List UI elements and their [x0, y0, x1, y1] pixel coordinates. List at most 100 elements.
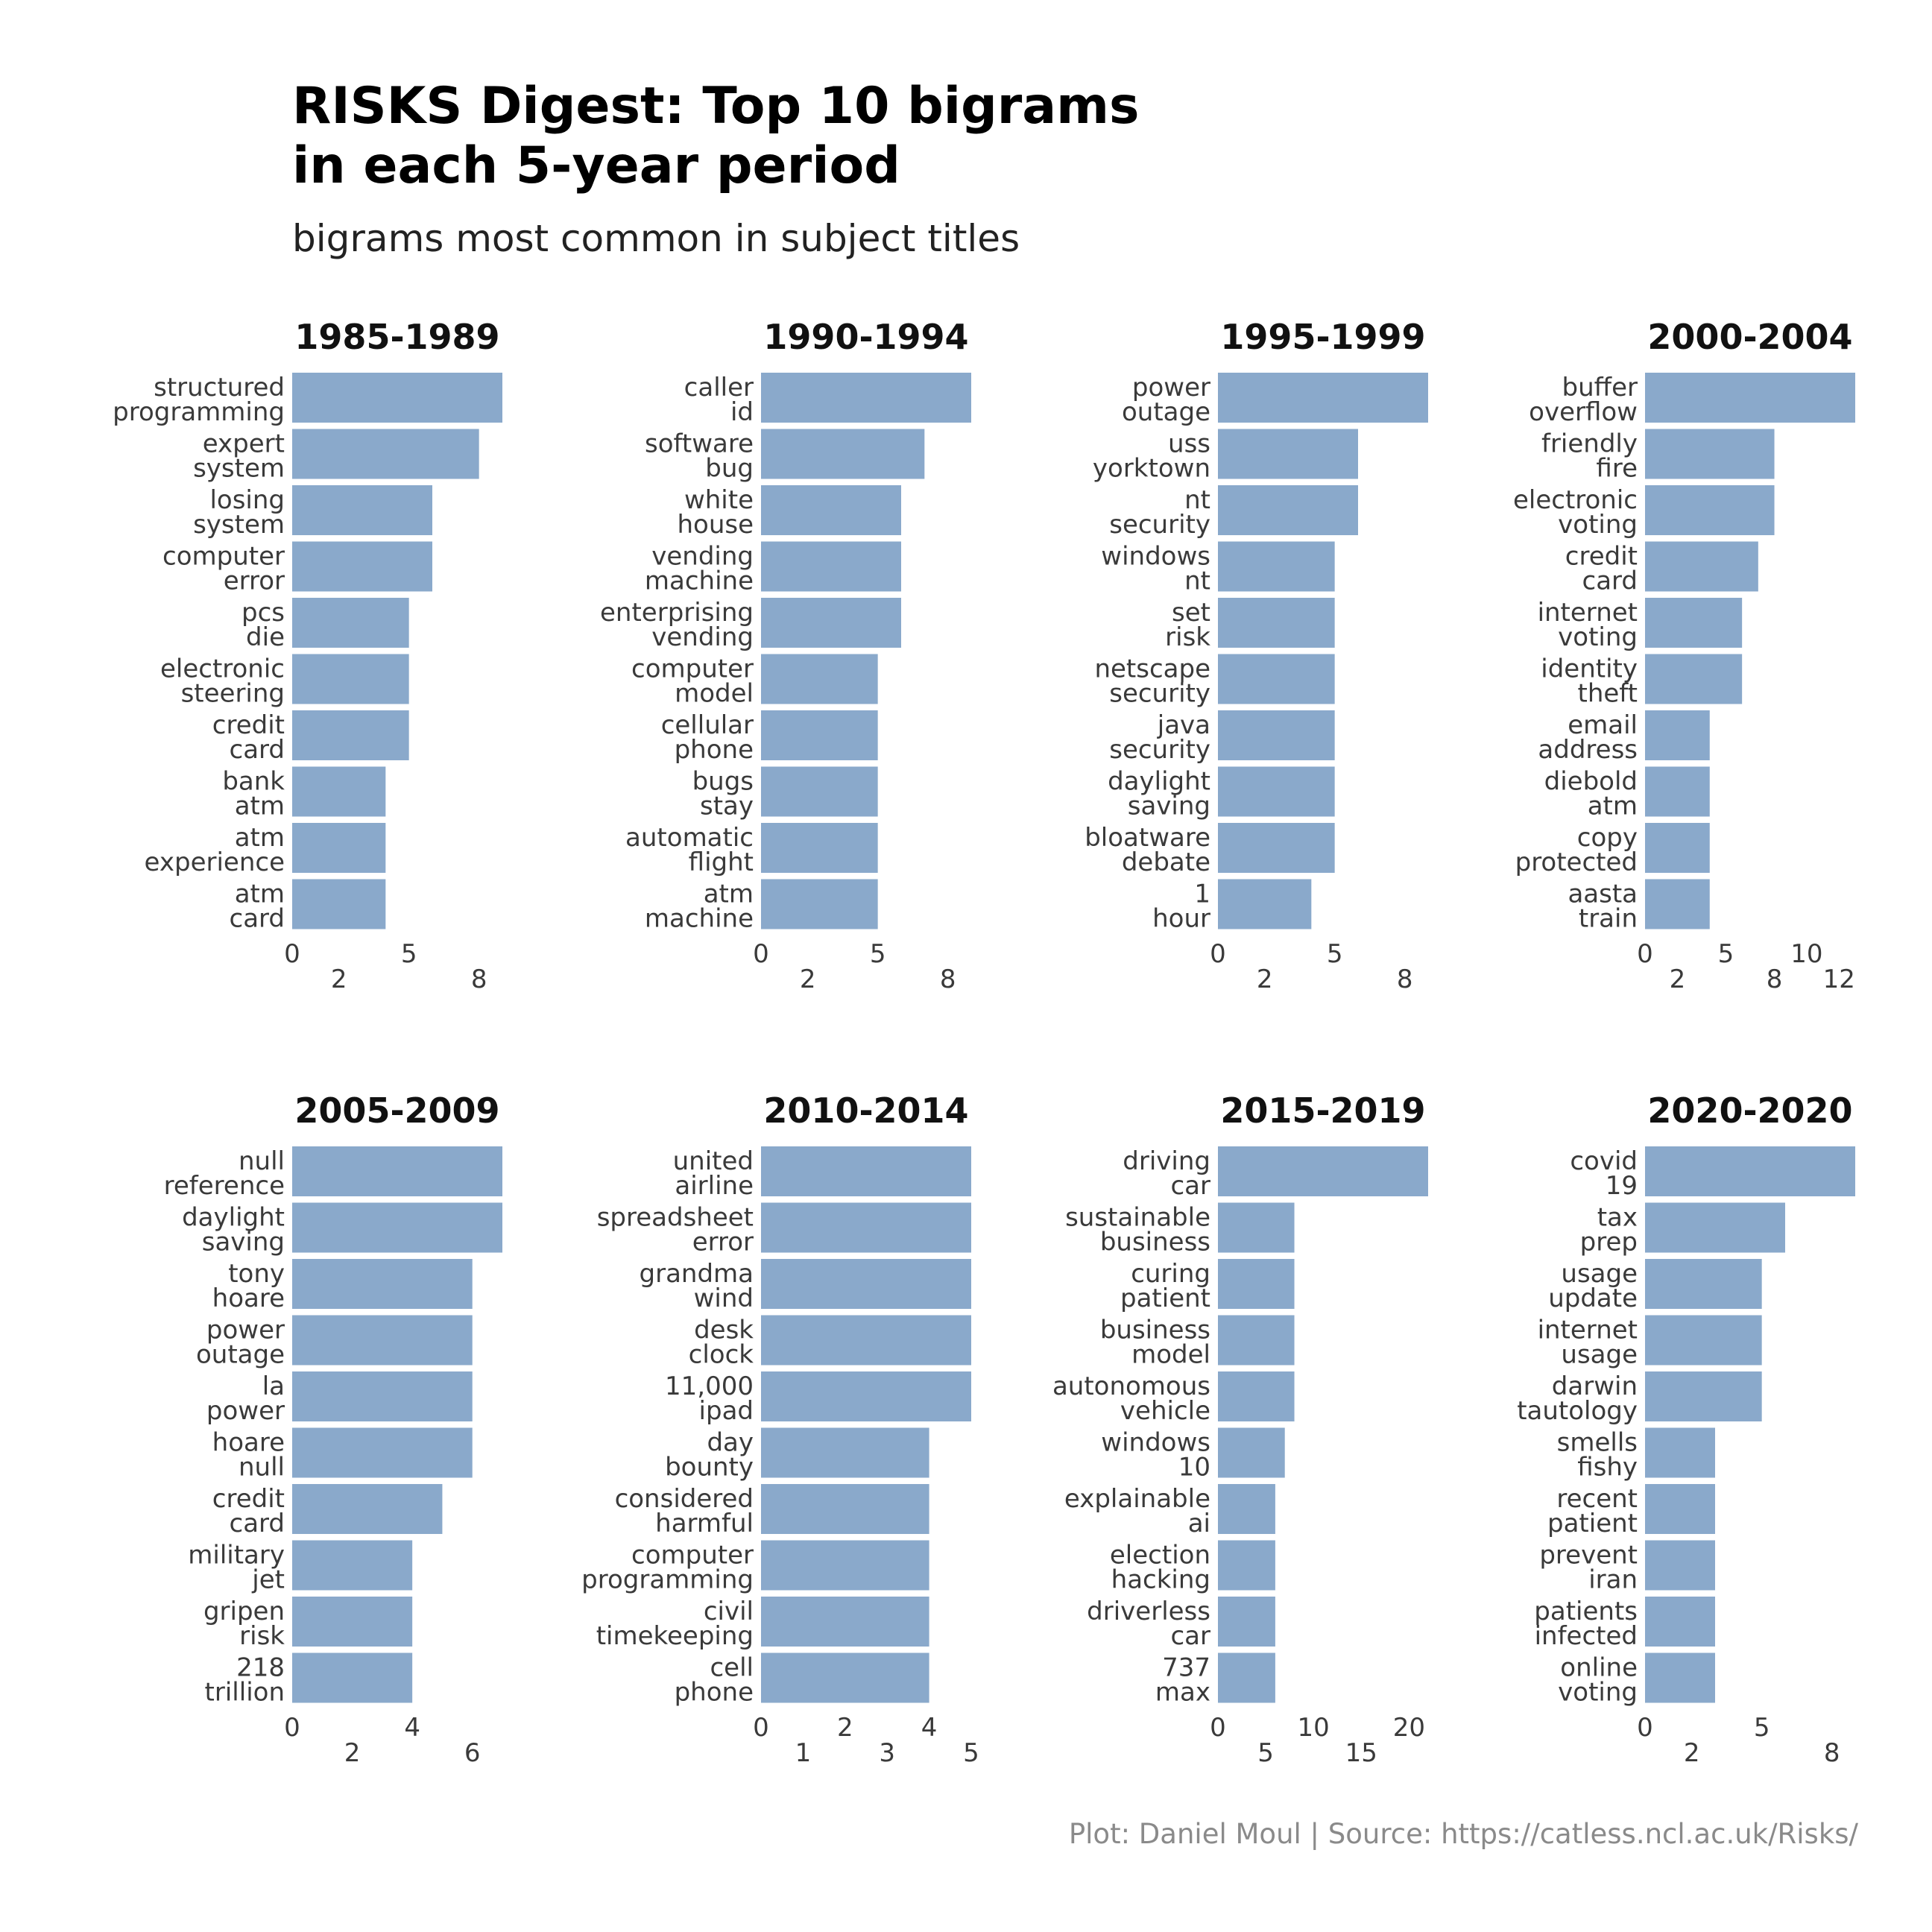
x-tick-label: 0	[1210, 1713, 1226, 1743]
bar-driving-car	[1218, 1146, 1428, 1196]
panel-title: 2015-2019	[1220, 1090, 1425, 1131]
category-label: tony hoare	[212, 1259, 285, 1313]
x-tick-label: 5	[401, 939, 417, 969]
bar-desk-clock	[761, 1315, 971, 1366]
category-label: desk clock	[689, 1316, 754, 1370]
bar-smells-fishy	[1645, 1427, 1715, 1478]
panel-title: 1990-1994	[763, 317, 968, 357]
bar-credit-card	[292, 710, 409, 760]
bar-united-airline	[761, 1146, 971, 1196]
category-label: nt security	[1109, 485, 1210, 540]
category-label: 218 trillion	[205, 1653, 285, 1708]
panel-title: 2010-2014	[763, 1090, 968, 1131]
x-tick-label: 5	[1754, 1713, 1770, 1743]
chart-subtitle: bigrams most common in subject titles	[292, 217, 1020, 260]
category-label: daylight saving	[1108, 767, 1210, 821]
category-label: atm machine	[645, 880, 754, 934]
category-label: aasta train	[1568, 880, 1638, 934]
category-label: caller id	[684, 373, 754, 427]
x-tick-label: 2	[344, 1738, 361, 1768]
category-label: cellular phone	[661, 710, 754, 765]
bar-uss-yorktown	[1218, 429, 1358, 479]
category-label: 1 hour	[1152, 880, 1210, 934]
category-label: copy protected	[1515, 823, 1638, 877]
x-tick-label: 0	[753, 1713, 769, 1743]
x-tick-label: 0	[284, 939, 300, 969]
category-label: losing system	[193, 485, 285, 540]
bar-electronic-voting	[1645, 485, 1775, 535]
category-label: curing patient	[1120, 1259, 1210, 1313]
x-tick-label: 5	[963, 1738, 979, 1768]
bar-daylight-saving	[1218, 766, 1335, 817]
category-label: atm experience	[145, 823, 285, 877]
bar-copy-protected	[1645, 823, 1710, 873]
category-label: credit card	[212, 710, 285, 765]
x-tick-label: 0	[1637, 1713, 1653, 1743]
x-tick-label: 2	[837, 1713, 853, 1743]
category-label: civil timekeeping	[596, 1597, 754, 1651]
bar-business-model	[1218, 1315, 1295, 1366]
bar-power-outage	[1218, 373, 1428, 423]
category-label: covid 19	[1570, 1146, 1638, 1201]
bar-bugs-stay	[761, 766, 878, 817]
category-label: expert system	[193, 429, 285, 484]
x-tick-label: 3	[879, 1738, 895, 1768]
x-tick-label: 8	[1824, 1738, 1840, 1768]
category-label: prevent iran	[1539, 1541, 1638, 1595]
panel-title: 2005-2009	[294, 1090, 499, 1131]
bar-null-reference	[292, 1146, 502, 1196]
bar-grandma-wind	[761, 1259, 971, 1309]
bar-expert-system	[292, 429, 479, 479]
bar-election-hacking	[1218, 1540, 1275, 1591]
x-tick-label: 6	[464, 1738, 481, 1768]
category-label: autonomous vehicle	[1052, 1371, 1210, 1426]
category-label: power outage	[196, 1316, 285, 1370]
bar-structured-programming	[292, 373, 502, 423]
category-label: military jet	[188, 1541, 285, 1595]
category-label: diebold atm	[1544, 767, 1638, 821]
category-label: internet voting	[1538, 598, 1638, 652]
category-label: null reference	[164, 1146, 285, 1201]
bar-aasta-train	[1645, 879, 1710, 929]
x-tick-label: 4	[921, 1713, 938, 1743]
category-label: election hacking	[1110, 1541, 1210, 1595]
bar-civil-timekeeping	[761, 1597, 929, 1647]
category-label: darwin tautology	[1517, 1371, 1638, 1426]
category-label: usage update	[1548, 1259, 1638, 1313]
x-tick-label: 0	[753, 939, 769, 969]
bar-identity-theft	[1645, 654, 1743, 704]
bar-covid-19	[1645, 1146, 1855, 1196]
category-label: grandma wind	[640, 1259, 754, 1313]
category-label: tax prep	[1580, 1203, 1638, 1257]
bar-netscape-security	[1218, 654, 1335, 704]
bar-software-bug	[761, 429, 925, 479]
bar-set-risk	[1218, 598, 1335, 648]
category-label: daylight saving	[182, 1203, 285, 1257]
category-label: windows nt	[1101, 542, 1210, 596]
category-label: identity theft	[1541, 654, 1638, 709]
bar-white-house	[761, 485, 901, 535]
bar-explainable-ai	[1218, 1484, 1275, 1534]
bar-patients-infected	[1645, 1597, 1715, 1647]
x-tick-label: 12	[1823, 965, 1855, 994]
category-label: computer error	[162, 542, 285, 596]
category-label: bloatware debate	[1085, 823, 1210, 877]
x-tick-label: 2	[1257, 965, 1273, 994]
category-label: patients infected	[1534, 1597, 1638, 1651]
bar-cellular-phone	[761, 710, 878, 760]
x-tick-label: 2	[1684, 1738, 1700, 1768]
x-tick-label: 0	[1210, 939, 1226, 969]
bar-darwin-tautology	[1645, 1371, 1762, 1421]
bar-737-max	[1218, 1652, 1275, 1703]
x-tick-label: 0	[1637, 939, 1653, 969]
bar-la-power	[292, 1371, 473, 1421]
category-label: structured programming	[113, 373, 285, 427]
x-tick-label: 2	[800, 965, 816, 994]
bar-driverless-car	[1218, 1597, 1275, 1647]
bar-electronic-steering	[292, 654, 409, 704]
bar-military-jet	[292, 1540, 413, 1591]
category-label: 737 max	[1155, 1653, 1210, 1708]
panel-title: 2020-2020	[1647, 1090, 1852, 1131]
